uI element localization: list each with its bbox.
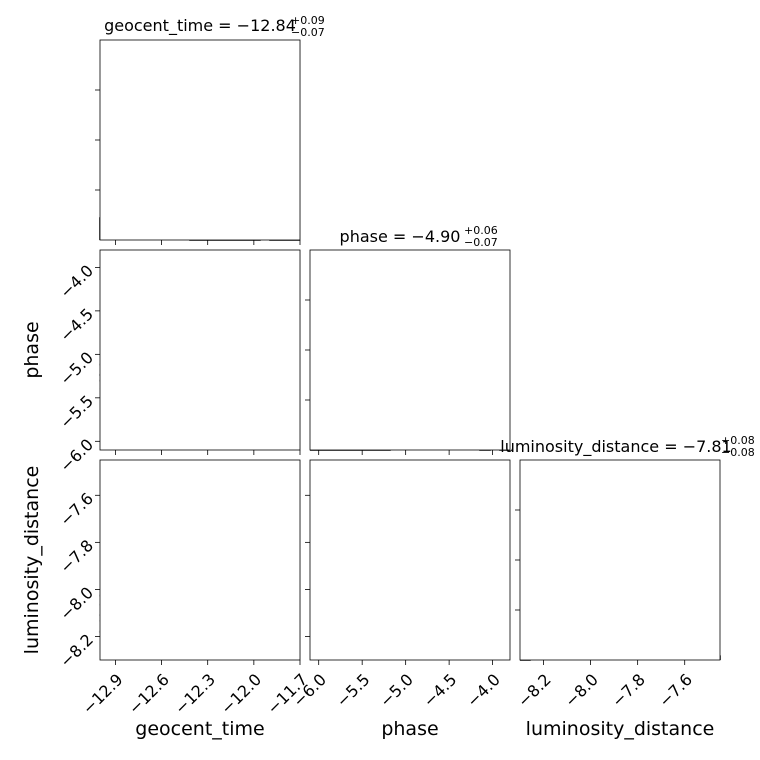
xticklabel-geocent-time: −12.0 bbox=[217, 670, 265, 718]
hist-phase-panel bbox=[305, 249, 511, 455]
scatter-luminosity-distance-vs-phase-panel bbox=[305, 459, 511, 665]
xticklabel-geocent-time: −12.9 bbox=[79, 670, 127, 718]
scatter-luminosity-distance-vs-geocent-time-panel bbox=[95, 459, 301, 665]
title-luminosity-distance-minus: −0.08 bbox=[721, 446, 755, 459]
title-geocent-time-prefix: geocent_time = bbox=[104, 16, 237, 36]
title-luminosity-distance-prefix: luminosity_distance = bbox=[500, 437, 682, 457]
hist-phase-frame bbox=[309, 249, 511, 451]
ylabel-luminosity-distance: luminosity_distance bbox=[21, 466, 43, 655]
title-phase-plus: +0.06 bbox=[464, 224, 498, 237]
hist-luminosity-distance-panel bbox=[515, 459, 721, 665]
title-geocent-time-median: −12.84 bbox=[237, 16, 296, 35]
yticklabel-phase: −6.0 bbox=[56, 435, 97, 476]
xticklabel-phase: −4.5 bbox=[420, 670, 461, 711]
xticklabel-geocent-time: −12.3 bbox=[171, 670, 219, 718]
xticklabel-phase: −5.5 bbox=[333, 670, 374, 711]
yticklabel-phase: −4.5 bbox=[56, 305, 97, 346]
title-phase-prefix: phase = bbox=[340, 227, 412, 246]
yticklabel-luminosity-distance: −7.8 bbox=[56, 536, 97, 577]
yticklabel-luminosity-distance: −8.2 bbox=[56, 630, 97, 671]
hist-geocent-time-panel bbox=[95, 39, 301, 245]
xlabel-phase: phase bbox=[381, 718, 438, 740]
title-phase-median: −4.90 bbox=[411, 227, 460, 246]
title-luminosity-distance-median: −7.81 bbox=[683, 437, 732, 456]
xlabel-geocent-time: geocent_time bbox=[135, 718, 264, 740]
yticklabel-phase: −5.5 bbox=[56, 391, 97, 432]
title-geocent-time-plus: +0.09 bbox=[291, 14, 325, 27]
title-geocent-time: geocent_time = −12.84 bbox=[104, 16, 296, 36]
title-geocent-time-minus: −0.07 bbox=[291, 26, 325, 39]
yticklabel-phase: −4.0 bbox=[56, 261, 97, 302]
yticklabel-luminosity-distance: −8.0 bbox=[56, 583, 97, 624]
xticklabel-luminosity-distance: −8.0 bbox=[561, 670, 602, 711]
title-phase: phase = −4.90 bbox=[340, 227, 461, 246]
yticklabel-phase: −5.0 bbox=[56, 348, 97, 389]
xticklabel-luminosity-distance: −8.2 bbox=[514, 670, 555, 711]
scatter-phase-vs-geocent-time-frame bbox=[99, 249, 301, 451]
scatter-luminosity-distance-vs-geocent-time-frame bbox=[99, 459, 301, 661]
xticklabel-phase: −4.0 bbox=[463, 670, 504, 711]
xticklabel-phase: −5.0 bbox=[376, 670, 417, 711]
title-luminosity-distance-plus: +0.08 bbox=[721, 434, 755, 447]
title-phase-minus: −0.07 bbox=[464, 236, 498, 249]
scatter-luminosity-distance-vs-phase-frame bbox=[309, 459, 511, 661]
hist-geocent-time-frame bbox=[99, 39, 301, 241]
scatter-phase-vs-geocent-time-panel bbox=[95, 249, 301, 455]
title-luminosity-distance: luminosity_distance = −7.81 bbox=[500, 437, 731, 457]
xticklabel-geocent-time: −12.6 bbox=[125, 670, 173, 718]
hist-luminosity-distance-frame bbox=[519, 459, 721, 661]
xticklabel-luminosity-distance: −7.8 bbox=[608, 670, 649, 711]
xlabel-luminosity-distance: luminosity_distance bbox=[526, 718, 715, 740]
xticklabel-luminosity-distance: −7.6 bbox=[655, 670, 696, 711]
yticklabel-luminosity-distance: −7.6 bbox=[56, 489, 97, 530]
ylabel-phase: phase bbox=[21, 321, 43, 378]
